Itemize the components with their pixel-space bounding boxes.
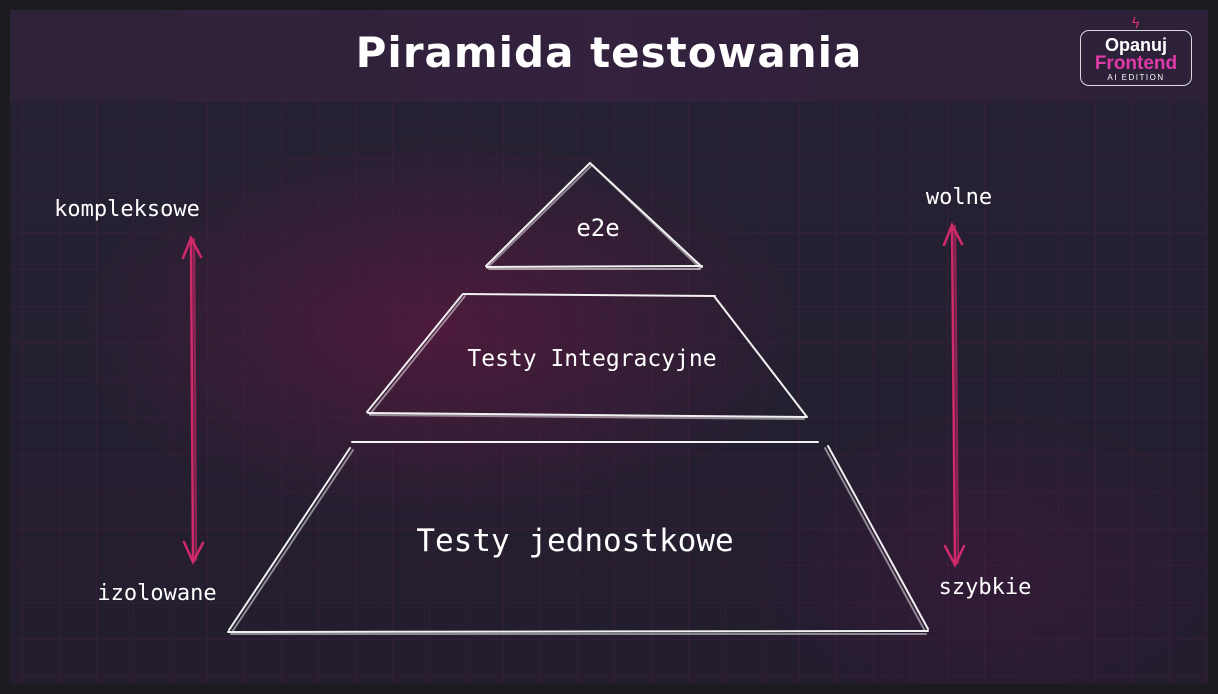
logo-line-3: AI EDITION [1107,73,1165,82]
right-axis-arrow [942,222,966,568]
right-axis-bottom-label: szybkie [939,575,1032,600]
pyramid-diagram: e2e Testy Integracyjne Testy jednostkowe… [10,102,1208,684]
page-title: Piramida testowania [355,28,863,77]
pyramid-middle-label: Testy Integracyjne [467,346,716,372]
pyramid-top-label: e2e [576,214,619,242]
pyramid-middle-tier [366,293,808,420]
right-axis-top-label: wolne [926,185,992,210]
left-axis-top-label: kompleksowe [54,197,200,222]
brand-logo: ϟ Opanuj Frontend AI EDITION [1080,17,1192,86]
left-axis-bottom-label: izolowane [97,581,216,606]
logo-line-2: Frontend [1094,53,1178,74]
pyramid-top-tier [485,161,703,270]
canvas: Piramida testowania ϟ Opanuj Frontend AI… [10,10,1208,684]
lightning-bolt-icon: ϟ [1131,16,1141,32]
grid-background [10,102,1208,684]
left-axis-arrow [181,235,205,565]
pyramid-bottom-tier [227,441,929,635]
pyramid-bottom-label: Testy jednostkowe [416,523,733,559]
logo-line-1: Opanuj [1105,35,1167,55]
header-bar: Piramida testowania ϟ Opanuj Frontend AI… [10,10,1208,102]
